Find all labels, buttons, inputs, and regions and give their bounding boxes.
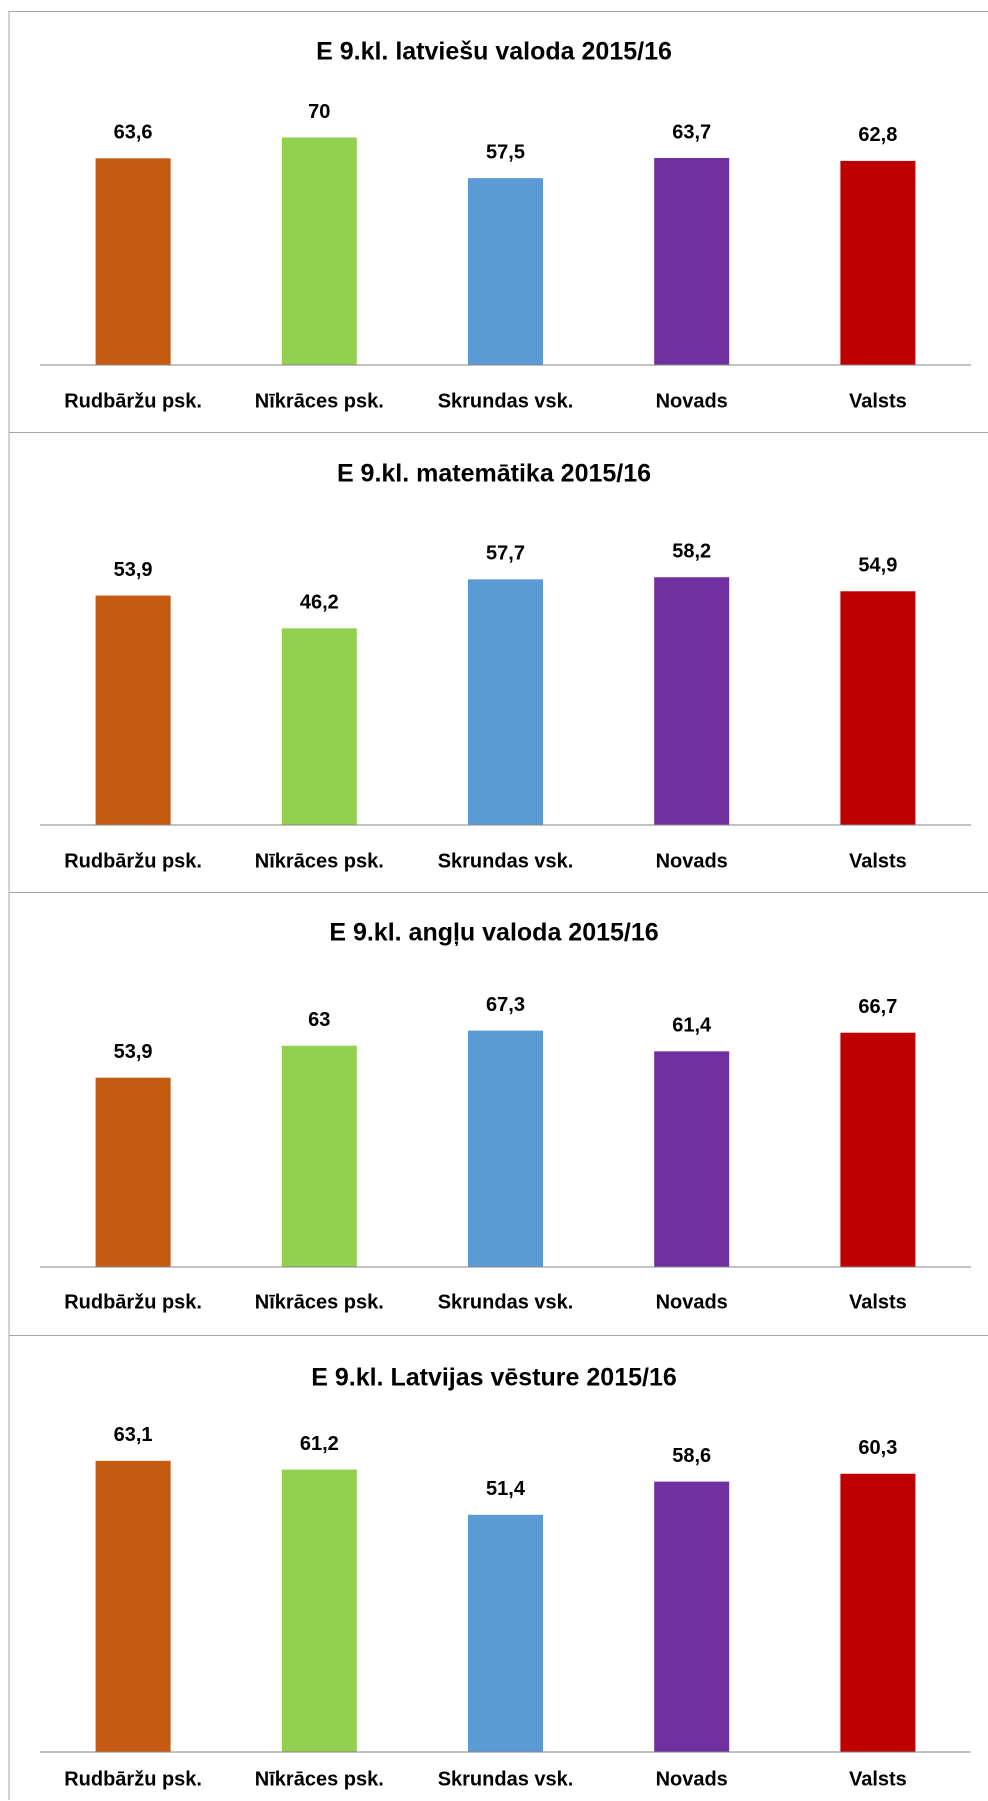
data-label: 63,7 xyxy=(672,121,711,143)
bar xyxy=(95,595,171,825)
data-label: 58,2 xyxy=(672,541,711,563)
data-label: 60,3 xyxy=(858,1437,897,1459)
bar xyxy=(281,628,357,825)
x-tick-label: Skrundas vsk. xyxy=(438,390,574,412)
bar xyxy=(468,1514,543,1752)
chart: E 9.kl. matemātika 2015/16 53,9 Rudbāržu p… xyxy=(8,432,988,892)
data-label: 63,1 xyxy=(114,1424,153,1446)
x-tick-label: Rudbāržu psk. xyxy=(64,850,202,872)
chart-border xyxy=(8,11,988,432)
chart: E 9.kl. Latvijas vēsture 2015/16 63,1 Rudb… xyxy=(8,1335,988,1800)
chart-border xyxy=(8,432,988,892)
bar xyxy=(468,178,543,365)
data-label: 58,6 xyxy=(672,1445,711,1467)
data-label: 57,5 xyxy=(486,141,525,163)
bar xyxy=(654,1481,730,1752)
x-tick-label: Rudbāržu psk. xyxy=(64,390,202,412)
bar xyxy=(95,1460,171,1752)
bar xyxy=(654,157,730,365)
x-tick-label: Nīkrāces psk. xyxy=(255,1768,384,1790)
bar xyxy=(281,1469,357,1752)
bar xyxy=(654,577,730,825)
bar xyxy=(468,579,543,825)
x-tick-label: Skrundas vsk. xyxy=(438,1291,574,1313)
chart-title: E 9.kl. angļu valoda 2015/16 xyxy=(329,919,658,947)
x-tick-label: Valsts xyxy=(849,390,907,412)
data-label: 53,9 xyxy=(114,559,153,581)
x-tick-label: Skrundas vsk. xyxy=(438,1768,574,1790)
data-label: 61,4 xyxy=(672,1015,712,1037)
data-label: 67,3 xyxy=(486,994,525,1016)
data-label: 63 xyxy=(308,1009,330,1031)
bar xyxy=(840,591,916,825)
x-tick-label: Nīkrāces psk. xyxy=(255,390,384,412)
x-tick-label: Nīkrāces psk. xyxy=(255,850,384,872)
chart-title: E 9.kl. Latvijas vēsture 2015/16 xyxy=(311,1364,677,1392)
chart-border xyxy=(8,892,988,1335)
data-label: 70 xyxy=(308,101,330,123)
x-tick-label: Valsts xyxy=(849,850,907,872)
data-label: 46,2 xyxy=(300,592,339,614)
data-label: 57,7 xyxy=(486,543,525,565)
x-tick-label: Valsts xyxy=(849,1768,907,1790)
bar xyxy=(654,1051,730,1267)
chart: E 9.kl. latviešu valoda 2015/16 63,6 Rudbā… xyxy=(8,11,988,432)
chart-title: E 9.kl. latviešu valoda 2015/16 xyxy=(316,38,672,66)
data-label: 53,9 xyxy=(114,1041,153,1063)
x-tick-label: Skrundas vsk. xyxy=(438,850,574,872)
chart-title: E 9.kl. matemātika 2015/16 xyxy=(337,460,651,488)
bar xyxy=(840,1032,916,1267)
chart: E 9.kl. angļu valoda 2015/16 53,9 Rudbāržu… xyxy=(8,892,988,1335)
bar xyxy=(468,1030,543,1267)
data-label: 62,8 xyxy=(858,124,897,146)
x-tick-label: Rudbāržu psk. xyxy=(64,1768,202,1790)
bar xyxy=(281,137,357,365)
x-tick-label: Novads xyxy=(656,390,728,412)
x-tick-label: Valsts xyxy=(849,1291,907,1313)
chart-border xyxy=(8,1335,988,1800)
bar xyxy=(840,1473,916,1752)
x-tick-label: Novads xyxy=(656,1291,728,1313)
bar xyxy=(840,160,916,365)
data-label: 66,7 xyxy=(858,996,897,1018)
x-tick-label: Nīkrāces psk. xyxy=(255,1291,384,1313)
x-tick-label: Rudbāržu psk. xyxy=(64,1291,202,1313)
data-label: 51,4 xyxy=(486,1478,526,1500)
x-tick-label: Novads xyxy=(656,850,728,872)
data-label: 61,2 xyxy=(300,1433,339,1455)
bar xyxy=(281,1045,357,1267)
data-label: 63,6 xyxy=(114,122,153,144)
bar xyxy=(95,158,171,365)
data-label: 54,9 xyxy=(858,555,897,577)
x-tick-label: Novads xyxy=(656,1768,728,1790)
bar xyxy=(95,1077,171,1267)
